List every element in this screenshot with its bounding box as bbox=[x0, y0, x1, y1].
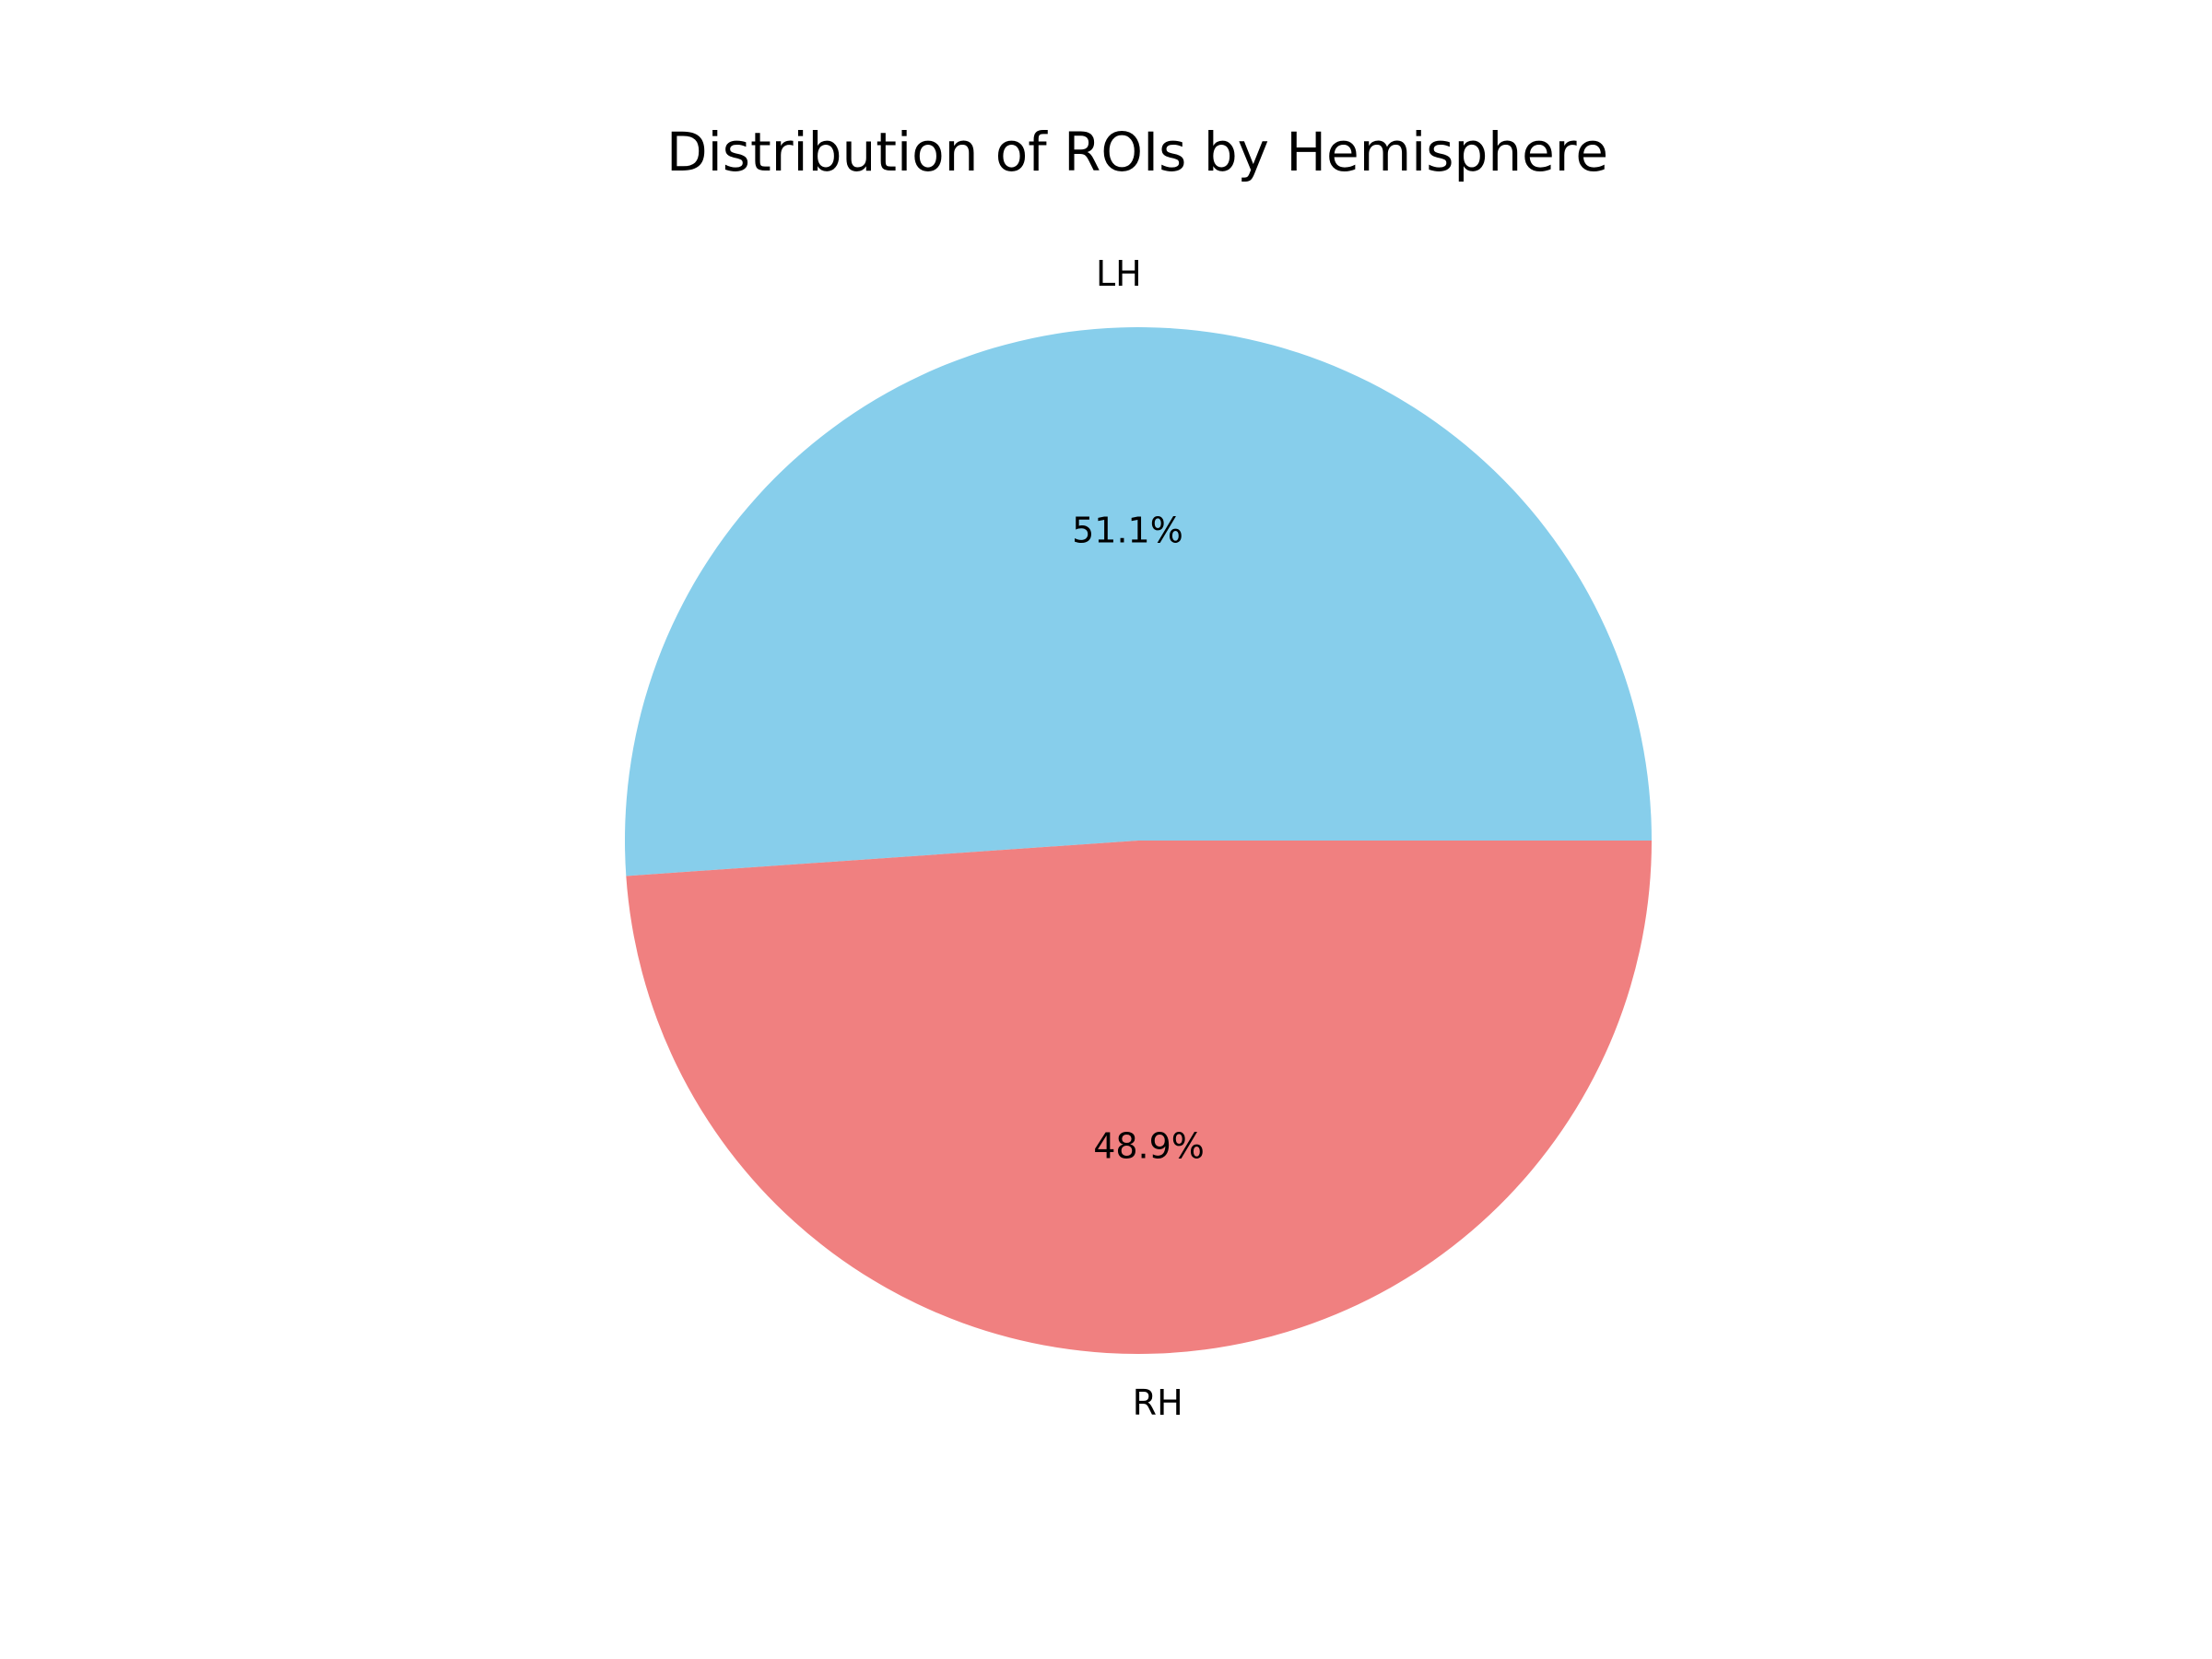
chart-title: Distribution of ROIs by Hemisphere bbox=[666, 121, 1608, 183]
pct-label-rh: 48.9% bbox=[1093, 1126, 1205, 1167]
pie-slice-rh bbox=[626, 841, 1652, 1355]
pie-slices bbox=[625, 327, 1652, 1355]
slice-label-lh: LH bbox=[1096, 253, 1142, 294]
slice-label-rh: RH bbox=[1133, 1382, 1183, 1423]
pie-labels: LH 51.1% RH 48.9% bbox=[1072, 253, 1205, 1423]
pct-label-lh: 51.1% bbox=[1072, 510, 1183, 550]
pie-slice-lh bbox=[625, 327, 1652, 877]
